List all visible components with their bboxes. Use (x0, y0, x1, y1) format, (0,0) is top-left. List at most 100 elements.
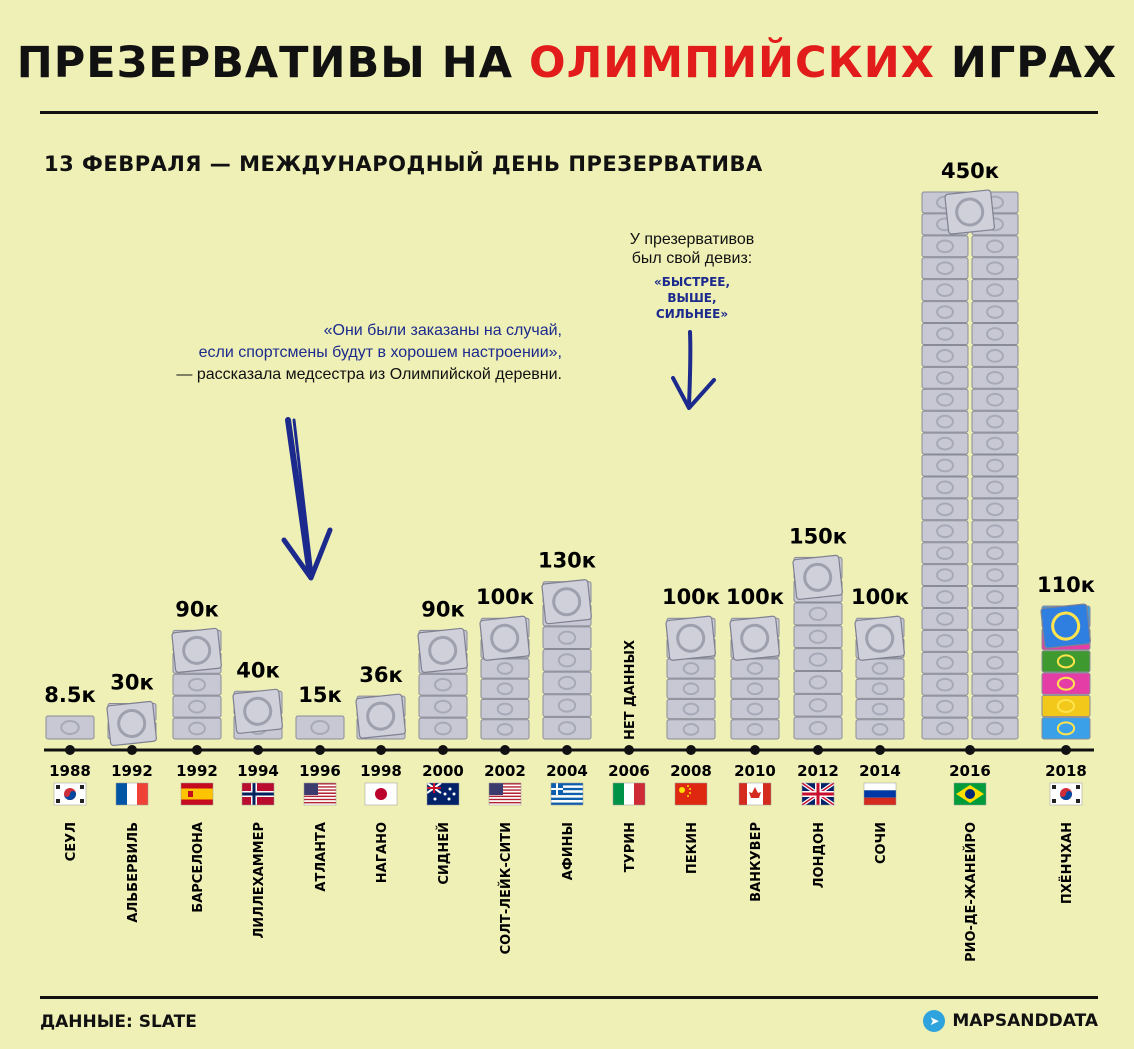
no-data-label: НЕТ ДАННЫХ (623, 640, 638, 740)
city-label: ЛОНДОН (812, 822, 827, 888)
flag-us-icon (303, 782, 337, 806)
condom-packet (855, 698, 905, 720)
city-label: БАРСЕЛОНА (191, 822, 206, 913)
value-label: 450к (941, 159, 999, 183)
bottom-rule (40, 996, 1098, 999)
condom-packet (921, 520, 969, 543)
year-label: 2006 (608, 762, 650, 780)
title-part1: ПРЕЗЕРВАТИВЫ НА (16, 38, 514, 88)
condom-packet (793, 625, 843, 649)
value-label: 130к (538, 549, 596, 573)
city-label: ПЕКИН (685, 822, 700, 874)
flag-ru-icon (863, 782, 897, 806)
quote-annotation: «Они были заказаны на случай, если спорт… (42, 320, 562, 386)
condom-packet (921, 410, 969, 433)
flag-au-icon (426, 782, 460, 806)
condom-packet (793, 693, 843, 717)
condom-packet (1041, 672, 1091, 695)
city-label: ВАНКУВЕР (749, 822, 764, 902)
condom-packet (921, 388, 969, 411)
condom-packet (541, 579, 592, 625)
condom-packet (971, 651, 1019, 674)
condom-packet (542, 649, 592, 672)
condom-packet (971, 717, 1019, 740)
value-label: 110к (1037, 573, 1095, 597)
arrow-down-icon (285, 417, 313, 578)
value-label: 40к (236, 658, 279, 682)
bar-2018-15: 110к (1037, 573, 1095, 740)
condom-packet (971, 607, 1019, 630)
motto-quote-1: «БЫСТРЕЕ, (653, 275, 731, 289)
condom-packet (355, 693, 406, 739)
telegram-icon: ➤ (923, 1010, 946, 1032)
flag-us-icon (488, 782, 522, 806)
condom-packet (971, 344, 1019, 367)
condom-packet (971, 323, 1019, 345)
condom-packet (971, 673, 1019, 696)
condom-packet (971, 410, 1019, 433)
year-label: 2000 (422, 762, 464, 780)
motto-intro-2: был свой девиз: (631, 250, 753, 267)
year-label: 1992 (111, 762, 153, 780)
condom-packet (418, 695, 468, 718)
year-label: 2004 (546, 762, 588, 780)
condom-packet (730, 719, 780, 740)
city-label: СОЧИ (874, 822, 889, 864)
flag-gr-icon (550, 782, 584, 806)
quote-line-3: — рассказала медсестра из Олимпийской де… (176, 366, 562, 383)
arrow-head-icon (671, 376, 716, 410)
year-label: 1992 (176, 762, 218, 780)
page-title: ПРЕЗЕРВАТИВЫ НА ОЛИМПИЙСКИХ ИГРАХ (0, 38, 1134, 88)
value-label: 8.5к (44, 683, 95, 707)
year-label: 2008 (670, 762, 712, 780)
value-label: 90к (175, 597, 218, 621)
year-label: 1998 (360, 762, 402, 780)
condom-packet (730, 698, 780, 720)
brand: ➤ MAPSANDDATA (923, 1010, 1098, 1032)
year-label: 2016 (949, 762, 991, 780)
condom-packet (106, 700, 157, 747)
flag-it-icon (612, 782, 646, 806)
condom-packet (921, 498, 969, 521)
bar-1988-0: 8.5к (44, 683, 96, 740)
condom-packet (232, 688, 283, 734)
bar-2006-9: НЕТ ДАННЫХ (623, 640, 638, 740)
data-source: ДАННЫЕ: SLATE (40, 1012, 197, 1032)
flag-cn-icon (674, 782, 708, 806)
bar-1992-2: 90к (171, 597, 222, 740)
condom-packet (1041, 694, 1091, 718)
condom-packet (944, 189, 995, 235)
bar-1994-3: 40к (232, 658, 283, 740)
condom-packet (417, 627, 468, 674)
timeline-dot (813, 745, 823, 755)
flag-gb-icon (800, 781, 836, 807)
condom-packet (666, 719, 716, 740)
timeline-dot (438, 745, 448, 755)
condom-packet (729, 615, 780, 661)
condom-packet (480, 658, 530, 679)
flag-ca-icon (738, 782, 772, 806)
city-label: АФИНЫ (561, 822, 576, 880)
condom-packet (971, 279, 1019, 302)
title-accent: ОЛИМПИЙСКИХ (529, 38, 935, 88)
timeline-dot (65, 745, 75, 755)
condom-packet (854, 615, 905, 661)
year-label: 2010 (734, 762, 776, 780)
city-label: СЕУЛ (64, 822, 79, 861)
condom-packet (921, 366, 969, 389)
value-label: 100к (851, 585, 909, 609)
condom-packet (793, 648, 843, 672)
year-label: 2002 (484, 762, 526, 780)
bar-1998-5: 36к (355, 663, 406, 740)
condom-packet (921, 344, 969, 367)
year-label: 1988 (49, 762, 91, 780)
city-label: РИО-ДЕ-ЖАНЕЙРО (963, 822, 979, 962)
value-label: 100к (726, 585, 784, 609)
condom-packet (971, 366, 1019, 389)
condom-packet (792, 554, 843, 600)
condom-packet (171, 627, 222, 674)
condom-packet (971, 520, 1019, 543)
condom-packet (542, 716, 592, 740)
condom-packet (921, 695, 969, 718)
year-label: 1994 (237, 762, 279, 780)
